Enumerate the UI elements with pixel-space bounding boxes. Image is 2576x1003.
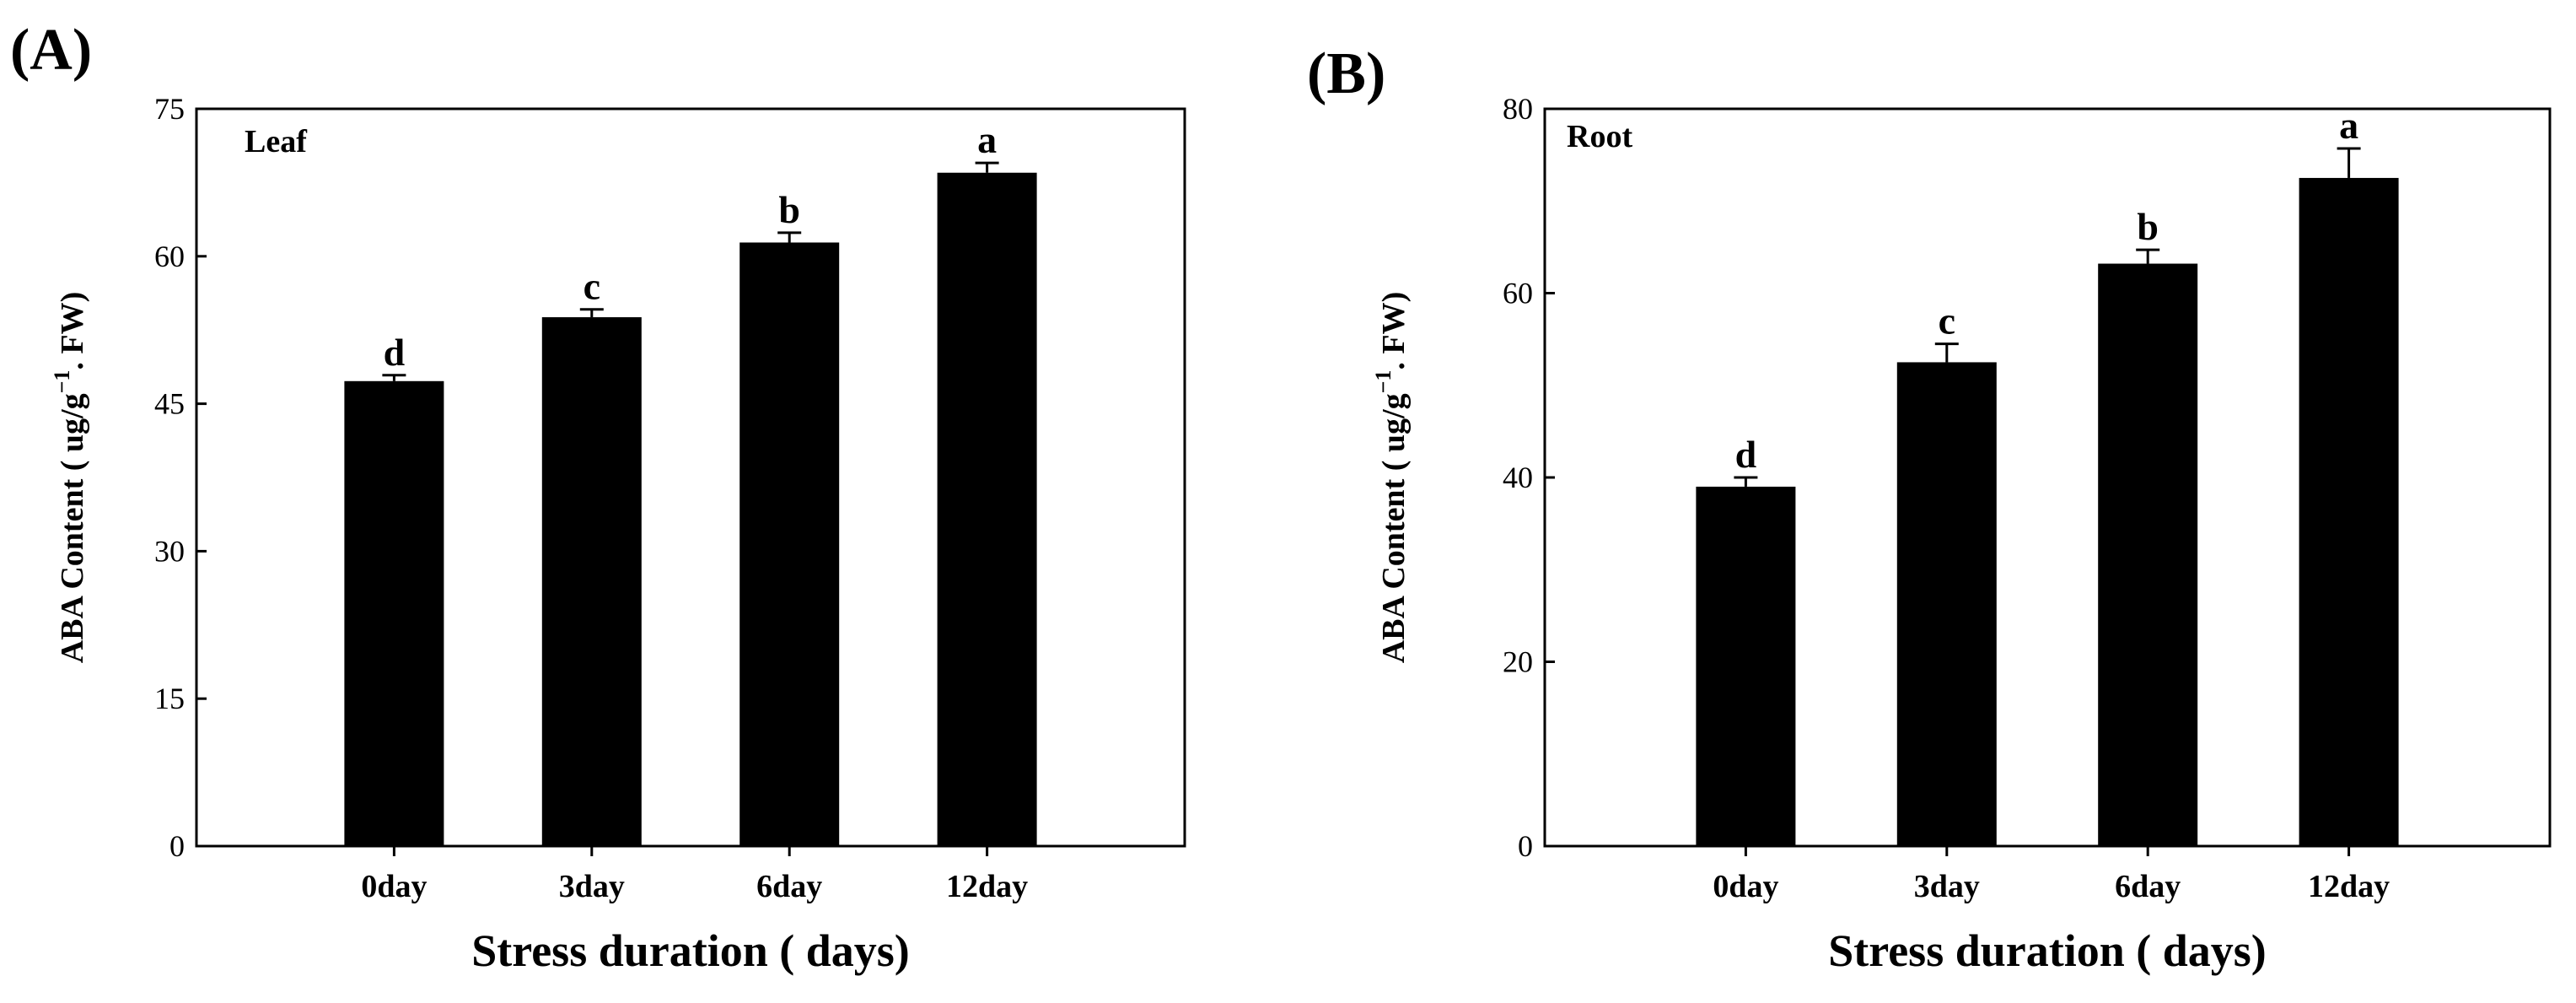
bar-12day [937, 172, 1037, 846]
y-tick-label: 15 [154, 682, 185, 715]
y-tick-label: 75 [154, 92, 185, 126]
x-tick-label-0day: 0day [361, 869, 427, 904]
bar-0day [344, 380, 444, 846]
y-tick-label: 40 [1503, 461, 1533, 494]
y-tick-label: 60 [154, 240, 185, 273]
tissue-label: Leaf [245, 124, 308, 159]
y-axis-title: ABA Content ( ug/g−1. FW) [50, 292, 90, 664]
panel-label: (B) [1307, 41, 1385, 106]
significance-label-12day: a [977, 118, 997, 161]
significance-label-0day: d [1735, 433, 1757, 476]
y-tick-label: 0 [1518, 829, 1533, 863]
y-axis-title-main: ABA Content ( ug/g [55, 393, 90, 663]
x-tick-label-6day: 6day [2115, 869, 2181, 904]
plot-frame [1543, 107, 2552, 848]
y-axis-title: ABA Content ( ug/g−1. FW) [1371, 292, 1412, 664]
y-tick-label: 60 [1503, 277, 1533, 310]
chart-panel-2: (B) Root 0 20 40 60 80 d 0day c 3day b 6day a 12day Str… [1307, 41, 2552, 976]
significance-label-0day: d [384, 331, 406, 374]
y-axis-title-main: ABA Content ( ug/g [1376, 393, 1412, 663]
y-axis-title-sup: −1 [50, 370, 74, 394]
y-axis-title-tail: . FW) [1376, 292, 1412, 370]
significance-label-6day: b [778, 188, 800, 231]
bar-12day [2299, 177, 2399, 846]
chart-panel-1: (A) Leaf 0 15 30 45 60 75 d 0day c 3day b 6day a 12day S… [10, 18, 1186, 976]
y-axis-title-sup: −1 [1371, 370, 1396, 394]
y-axis-title-tail: . FW) [55, 292, 90, 370]
bar-3day [541, 317, 642, 846]
y-tick-label: 20 [1503, 645, 1533, 679]
x-axis-title: Stress duration ( days) [1828, 925, 2267, 976]
significance-label-6day: b [2137, 205, 2159, 248]
bar-6day [739, 242, 840, 846]
plot-frame [195, 107, 1186, 848]
x-tick-label-3day: 3day [559, 869, 625, 904]
y-tick-label: 30 [154, 534, 185, 568]
x-tick-label-12day: 12day [2308, 869, 2390, 904]
panel-label: (A) [10, 18, 92, 83]
bar-6day [2098, 263, 2198, 846]
significance-label-12day: a [2339, 104, 2358, 147]
x-tick-label-12day: 12day [946, 869, 1028, 904]
x-tick-label-6day: 6day [756, 869, 822, 904]
y-tick-label: 45 [154, 387, 185, 421]
x-axis-title: Stress duration ( days) [471, 925, 910, 976]
y-tick-label: 80 [1503, 92, 1533, 126]
y-tick-label: 0 [169, 829, 185, 863]
x-tick-label-3day: 3day [1914, 869, 1980, 904]
bar-3day [1896, 362, 1997, 846]
bar-0day [1696, 486, 1796, 846]
significance-label-3day: c [583, 265, 600, 308]
x-tick-label-0day: 0day [1713, 869, 1778, 904]
significance-label-3day: c [1939, 299, 1955, 342]
tissue-label: Root [1567, 119, 1632, 154]
